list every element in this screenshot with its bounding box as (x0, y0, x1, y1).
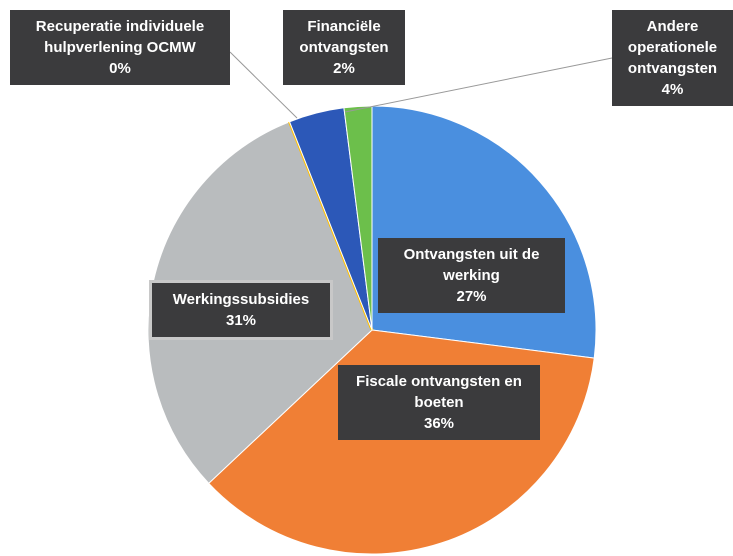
data-label: Financiële ontvangsten 2% (283, 10, 405, 85)
data-label: Andere operationele ontvangsten 4% (612, 10, 733, 106)
pie-slice (343, 105, 373, 331)
value-label: 0% (109, 60, 131, 77)
category-label: Ontvangsten uit de werking (403, 246, 540, 284)
category-label: Financiële ontvangsten (299, 18, 389, 56)
data-label: Ontvangsten uit de werking 27% (378, 238, 565, 313)
pie-slice (371, 105, 597, 359)
data-label: Fiscale ontvangsten en boeten 36% (338, 365, 540, 440)
leader-line (229, 51, 298, 119)
data-label: Recuperatie individuele hulpverlening OC… (10, 10, 230, 85)
category-label: Andere operationele ontvangsten (627, 18, 718, 77)
category-label: Fiscale ontvangsten en boeten (356, 373, 522, 411)
value-label: 31% (225, 312, 257, 329)
value-label: 2% (333, 60, 355, 77)
data-label: Werkingssubsidies 31% (149, 280, 333, 340)
value-label: 36% (423, 415, 455, 432)
category-label: Werkingssubsidies (172, 291, 310, 308)
value-label: 27% (456, 288, 487, 305)
value-label: 4% (661, 81, 684, 98)
leader-line (344, 57, 613, 113)
category-label: Recuperatie individuele hulpverlening OC… (35, 18, 205, 56)
